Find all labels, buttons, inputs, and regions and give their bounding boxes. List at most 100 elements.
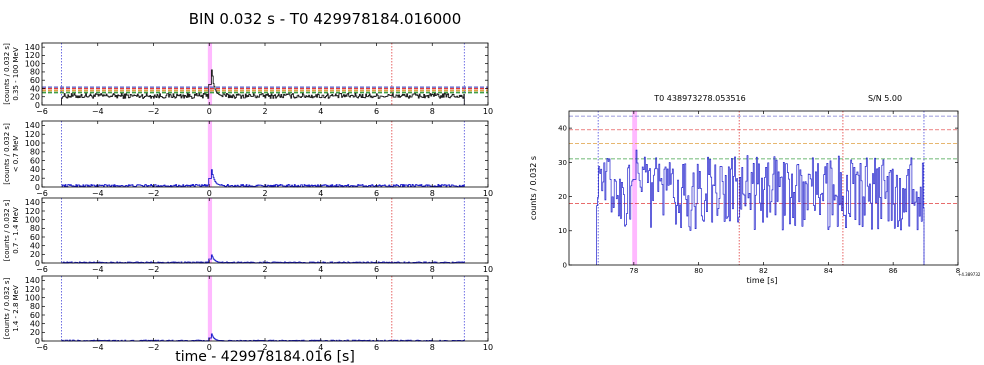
y-tick-label: 30	[558, 159, 567, 167]
y-tick-label: 20	[30, 174, 40, 183]
y-tick-label: 80	[30, 148, 40, 157]
x-tick-label: 78	[629, 267, 638, 275]
panel-ylabel-line: [counts / 0.032 s]	[3, 43, 11, 105]
y-tick-label: 0	[35, 337, 40, 346]
left-figure-xlabel: time - 429978184.016 [s]	[175, 349, 355, 365]
x-tick-label: 6	[374, 265, 379, 274]
x-tick-label: 4	[318, 343, 323, 352]
y-tick-label: 120	[25, 285, 40, 294]
y-tick-label: 0	[35, 183, 40, 192]
y-tick-label: 120	[25, 130, 40, 139]
y-tick-label: 40	[30, 241, 40, 250]
y-tick-label: 10	[558, 227, 567, 235]
y-tick-label: 40	[558, 125, 567, 133]
x-tick-label: −6	[36, 107, 48, 116]
y-tick-label: 100	[25, 215, 40, 224]
x-tick-label: 10	[483, 265, 493, 274]
y-tick-label: 0	[563, 261, 567, 269]
x-tick-label: −2	[148, 189, 160, 198]
x-tick-label: 8	[430, 265, 435, 274]
y-tick-label: 20	[30, 93, 40, 102]
panel-ylabel-line: 0.7 - 1.4 MeV	[12, 207, 20, 254]
plot-area	[42, 276, 488, 341]
y-tick-label: 20	[30, 328, 40, 337]
x-tick-label: 2	[262, 343, 267, 352]
y-tick-label: 0	[35, 101, 40, 110]
x-tick-label: 6	[374, 343, 379, 352]
right-t0-label: T0 438973278.053516	[653, 94, 745, 103]
left-figure-title: BIN 0.032 s - T0 429978184.016000	[189, 10, 462, 28]
x-tick-label: 10	[483, 343, 493, 352]
y-tick-label: 40	[30, 165, 40, 174]
x-tick-label: −2	[148, 343, 160, 352]
x-tick-label: 86	[889, 267, 898, 275]
panel-ylabel-line: [counts / 0.032 s]	[3, 277, 11, 339]
y-tick-label: 60	[30, 233, 40, 242]
x-tick-label: 4	[318, 265, 323, 274]
y-tick-label: 80	[30, 68, 40, 77]
panel-ylabel-line: [counts / 0.032 s]	[3, 199, 11, 261]
x-tick-label: −4	[92, 265, 104, 274]
y-tick-label: 40	[30, 84, 40, 93]
x-tick-label: −4	[92, 343, 104, 352]
trigger-highlight	[207, 276, 213, 341]
y-tick-label: 80	[30, 302, 40, 311]
y-tick-label: 60	[30, 311, 40, 320]
x-tick-label: 8	[430, 189, 435, 198]
panel-ylabel-line: < 0.7 MeV	[12, 136, 20, 173]
x-tick-label: 4	[318, 107, 323, 116]
y-tick-label: 120	[25, 207, 40, 216]
x-tick-label: 82	[759, 267, 768, 275]
x-tick-label: 10	[483, 107, 493, 116]
light-curve-series	[61, 69, 465, 105]
right-ylabel: counts / 0.032 s	[529, 156, 538, 220]
right-offset-label: +4.389732	[958, 272, 981, 277]
panel-ylabel-line: 1.4 - 2.8 MeV	[12, 285, 20, 332]
x-tick-label: −4	[92, 189, 104, 198]
x-tick-label: 0	[207, 265, 212, 274]
x-tick-label: 84	[824, 267, 833, 275]
y-tick-label: 80	[30, 224, 40, 233]
x-tick-label: 0	[207, 343, 212, 352]
y-tick-label: 60	[30, 156, 40, 165]
trigger-highlight	[207, 121, 213, 187]
x-tick-label: 80	[694, 267, 703, 275]
y-tick-label: 120	[25, 51, 40, 60]
panel-ylabel-line: [counts / 0.032 s]	[3, 123, 11, 185]
y-tick-label: 20	[558, 193, 567, 201]
x-tick-label: 6	[374, 189, 379, 198]
y-tick-label: 100	[25, 139, 40, 148]
y-tick-label: 20	[30, 250, 40, 259]
y-tick-label: 100	[25, 59, 40, 68]
panel-ylabel-line: 0.35 - 100 MeV	[12, 47, 20, 100]
plot-area	[42, 43, 488, 105]
right-xlabel: time [s]	[746, 276, 777, 285]
x-tick-label: −6	[36, 265, 48, 274]
x-tick-label: −4	[92, 107, 104, 116]
x-tick-label: −2	[148, 107, 160, 116]
trigger-highlight	[207, 43, 213, 105]
x-tick-label: −2	[148, 265, 160, 274]
y-tick-label: 140	[25, 121, 40, 130]
plot-area	[42, 121, 488, 187]
y-tick-label: 140	[25, 276, 40, 285]
x-tick-label: 6	[374, 107, 379, 116]
x-tick-label: 2	[262, 189, 267, 198]
x-tick-label: 4	[318, 189, 323, 198]
x-tick-label: 8	[430, 107, 435, 116]
y-tick-label: 60	[30, 76, 40, 85]
x-tick-label: 8	[430, 343, 435, 352]
trigger-highlight	[632, 111, 638, 265]
plot-area	[42, 198, 488, 263]
x-tick-label: −6	[36, 343, 48, 352]
x-tick-label: 10	[483, 189, 493, 198]
x-tick-label: 2	[262, 265, 267, 274]
x-tick-label: 0	[207, 107, 212, 116]
right-sn-label: S/N 5.00	[868, 94, 902, 103]
x-tick-label: 8	[956, 267, 960, 275]
